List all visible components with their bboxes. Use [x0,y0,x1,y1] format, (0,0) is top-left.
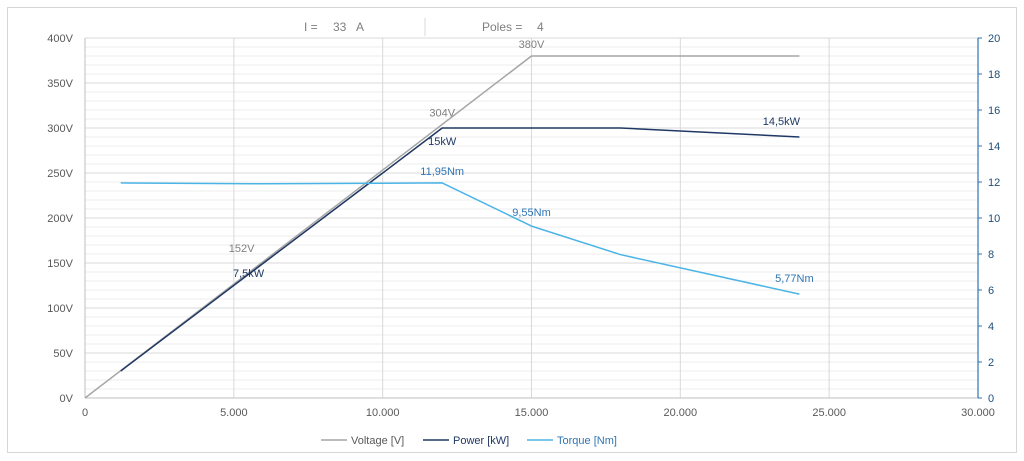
y-right-tick-label: 8 [988,249,994,261]
legend-label-power: Power [kW] [453,435,509,447]
y-left-tick-label: 200V [47,213,73,225]
y-right-tick-label: 18 [988,69,1000,81]
y-right-tick-label: 2 [988,357,994,369]
chart-frame [7,7,1017,453]
current-value: 33 [333,20,347,34]
y-right-tick-label: 10 [988,213,1000,225]
y-left-tick-label: 400V [47,33,73,45]
series-group [84,55,800,399]
data-label-power: 7,5kW [233,268,265,280]
x-tick-label: 15.000 [515,407,549,419]
data-label-voltage: 380V [519,39,545,51]
y-right-tick-label: 12 [988,177,1000,189]
current-label: I = [304,20,318,34]
data-label-torque: 5,77Nm [775,273,814,285]
x-tick-label: 0 [82,407,88,419]
annotation-group: 380V 304V 152V 15kW 7,5kW 14,5kW 11,95Nm 9,55Nm… [229,39,814,285]
y-left-tick-label: 150V [47,258,73,270]
current-unit: A [356,20,364,34]
x-tick-label: 20.000 [664,407,698,419]
data-label-voltage: 304V [429,107,455,119]
x-tick-label: 10.000 [366,407,400,419]
poles-label: Poles = [482,20,522,34]
y-right-tick-label: 16 [988,105,1000,117]
data-label-torque: 11,95Nm [420,166,464,178]
voltage-line [84,55,800,399]
y-left-tick-label: 350V [47,78,73,90]
data-label-power: 14,5kW [763,116,801,128]
data-label-voltage: 152V [229,243,255,255]
grid [84,37,979,399]
x-tick-label: 25.000 [812,407,846,419]
power-line [120,127,800,372]
y-left-tick-label: 250V [47,168,73,180]
torque-line [120,182,800,295]
x-tick-label: 5.000 [220,407,248,419]
y-left-tick-label: 100V [47,303,73,315]
legend-label-torque: Torque [Nm] [557,435,617,447]
axes: 0V 50V 100V 150V 200V 250V 300V 350V 400V 0 5.000 1… [47,33,1000,419]
y-left-tick-label: 0V [60,393,74,405]
y-left-tick-label: 50V [53,348,73,360]
data-label-power: 15kW [428,136,457,148]
poles-value: 4 [537,20,544,34]
y-right-tick-label: 6 [988,285,994,297]
legend-label-voltage: Voltage [V] [351,435,404,447]
legend: Voltage [V] Power [kW] Torque [Nm] [321,435,617,447]
y-right-tick-label: 20 [988,33,1000,45]
data-label-torque: 9,55Nm [512,207,551,219]
y-left-tick-label: 300V [47,123,73,135]
chart-header: I = 33 A Poles = 4 [304,18,544,36]
y-right-tick-label: 0 [988,393,994,405]
x-tick-label: 30.000 [961,407,995,419]
y-right-tick-label: 14 [988,141,1000,153]
y-right-tick-label: 4 [988,321,994,333]
